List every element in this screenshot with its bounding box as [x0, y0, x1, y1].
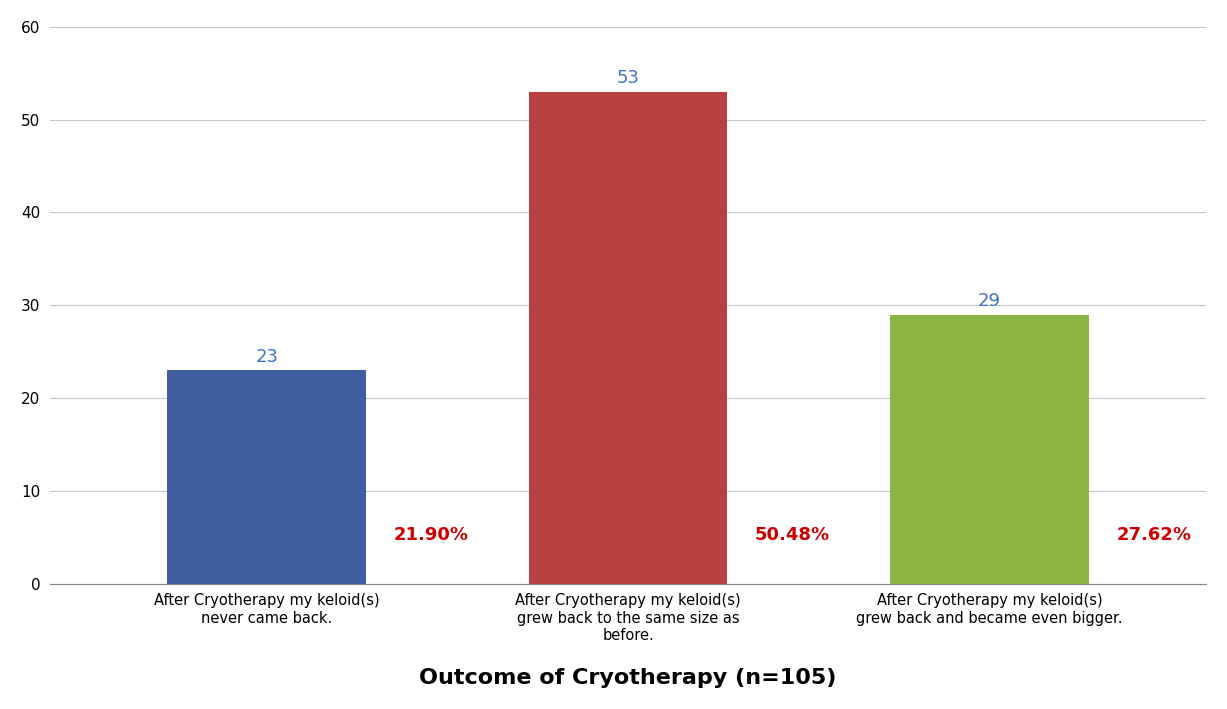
Bar [167, 370, 366, 584]
Text: 29: 29 [978, 292, 1001, 310]
Text: 23: 23 [255, 347, 279, 366]
Text: 21.90%: 21.90% [394, 526, 469, 545]
Bar [890, 315, 1088, 584]
Text: 53: 53 [616, 69, 639, 87]
Text: 27.62%: 27.62% [1117, 526, 1191, 545]
Bar [529, 91, 728, 584]
Text: 50.48%: 50.48% [755, 526, 829, 545]
X-axis label: Outcome of Cryotherapy (n=105): Outcome of Cryotherapy (n=105) [420, 668, 837, 688]
